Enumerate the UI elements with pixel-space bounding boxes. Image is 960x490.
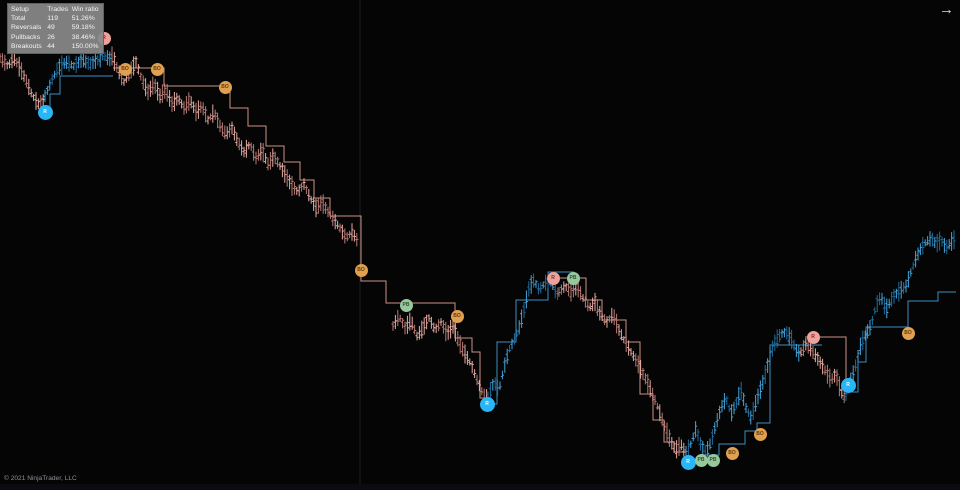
- trade-marker-breakout[interactable]: BO: [450, 309, 464, 323]
- trailing-stop-line-down-1: [113, 67, 488, 399]
- trade-marker-breakout[interactable]: BO: [753, 427, 767, 441]
- copyright-text: © 2021 NinjaTrader, LLC: [4, 475, 77, 482]
- trade-marker-breakout[interactable]: BO: [218, 80, 232, 94]
- price-bars-downtrend-2: [110, 46, 359, 247]
- price-bars-downtrend-2b: [391, 309, 489, 408]
- stats-row-reversals-cell-0: Reversals: [11, 24, 42, 32]
- trade-marker-pullback[interactable]: PB: [694, 453, 708, 467]
- price-bars-uptrend-3: [684, 326, 801, 459]
- stats-row-pullbacks: Pullbacks 26 38.46%: [11, 33, 103, 42]
- trailing-stop-line-up-6: [848, 291, 956, 393]
- stats-row-reversals: Reversals 49 59.18%: [11, 23, 103, 32]
- trade-marker-reversal-pink[interactable]: R: [546, 271, 560, 285]
- stats-row-breakouts-cell-2: 150.00%: [71, 42, 99, 50]
- stats-row-total-cell-2: 51.26%: [71, 15, 95, 23]
- price-bars-downtrend-4: [799, 338, 846, 404]
- stats-row-pullbacks-cell-2: 38.46%: [71, 33, 95, 41]
- trailing-stop-line-up-0: [45, 75, 113, 113]
- stats-header-row-cell-0: Setup: [11, 6, 29, 13]
- price-bars-uptrend-4: [844, 230, 956, 401]
- stats-row-total: Total 119 51.26%: [11, 14, 103, 23]
- price-bars-downtrend-1: [0, 51, 45, 110]
- trade-marker-reversal-blue[interactable]: R: [840, 377, 856, 393]
- trade-marker-breakout[interactable]: BO: [901, 326, 915, 340]
- stats-row-pullbacks-cell-1: 26: [47, 33, 55, 41]
- trade-marker-reversal-blue[interactable]: R: [479, 396, 495, 412]
- price-bars-uptrend-1: [43, 49, 112, 103]
- stats-row-pullbacks-cell-0: Pullbacks: [11, 33, 41, 41]
- trade-marker-reversal-blue[interactable]: R: [680, 454, 696, 470]
- trade-marker-breakout[interactable]: BO: [354, 263, 368, 277]
- jump-to-latest-arrow-icon[interactable]: →: [939, 1, 954, 18]
- stats-header-row-cell-2: Win ratio: [71, 6, 99, 13]
- stats-row-breakouts-cell-0: Breakouts: [11, 42, 42, 50]
- trade-marker-reversal-pink[interactable]: R: [806, 330, 820, 344]
- bottom-status-strip: [0, 484, 960, 490]
- trade-marker-breakout[interactable]: BO: [118, 62, 132, 76]
- trade-marker-breakout[interactable]: BO: [150, 62, 164, 76]
- price-bars-downtrend-3: [557, 278, 686, 459]
- trade-marker-reversal-blue[interactable]: R: [37, 104, 53, 120]
- stats-row-reversals-cell-1: 49: [47, 24, 55, 32]
- stats-row-total-cell-0: Total: [11, 15, 26, 23]
- stats-header-row-cell-1: Trades: [47, 6, 69, 13]
- stats-header-row: Setup Trades Win ratio: [11, 5, 103, 14]
- stats-row-breakouts-cell-1: 44: [47, 42, 55, 50]
- trade-marker-pullback[interactable]: PB: [566, 271, 580, 285]
- trade-marker-breakout[interactable]: BO: [725, 446, 739, 460]
- trade-marker-pullback[interactable]: PB: [399, 298, 413, 312]
- trailing-stop-line-up-4: [686, 344, 822, 463]
- trade-marker-pullback[interactable]: PB: [706, 453, 720, 467]
- stats-row-reversals-cell-2: 59.18%: [71, 24, 95, 32]
- performance-stats-panel: Setup Trades Win ratio Total 119 51.26% Revers…: [7, 3, 104, 54]
- stats-row-total-cell-1: 119: [47, 15, 59, 23]
- stats-row-breakouts: Breakouts 44 150.00%: [11, 42, 103, 51]
